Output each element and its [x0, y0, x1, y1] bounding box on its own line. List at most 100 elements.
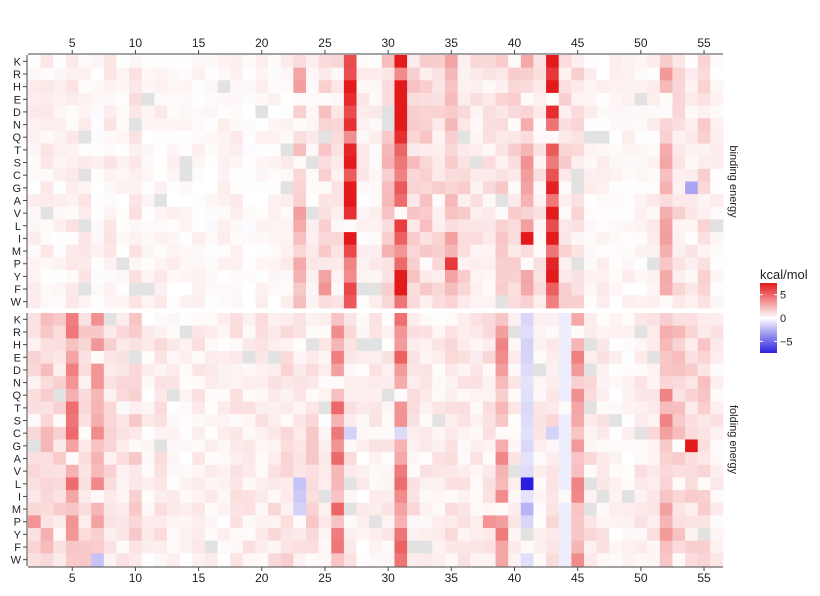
heatmap-cell [546, 295, 560, 309]
heatmap-cell [91, 553, 105, 567]
heatmap-cell [432, 181, 446, 195]
heatmap-cell [154, 92, 168, 106]
heatmap-cell [91, 67, 105, 81]
heatmap-cell [470, 92, 484, 106]
heatmap-cell [40, 156, 54, 170]
heatmap-cell [584, 55, 598, 69]
heatmap-cell [204, 477, 218, 491]
heatmap-cell [369, 477, 383, 491]
heatmap-cell [141, 414, 155, 428]
heatmap-cell [710, 67, 724, 81]
heatmap-cell [558, 452, 572, 466]
heatmap-cell [28, 363, 42, 377]
heatmap-cell [192, 257, 206, 271]
heatmap-cell [356, 540, 370, 554]
heatmap-cell [306, 464, 320, 478]
heatmap-cell [179, 515, 193, 529]
heatmap-cell [65, 515, 79, 529]
heatmap-cell [419, 426, 433, 440]
heatmap-cell [710, 156, 724, 170]
heatmap-cell [482, 168, 496, 182]
heatmap-cell [533, 553, 547, 567]
heatmap-cell [204, 490, 218, 504]
heatmap-cell [445, 388, 459, 402]
heatmap-cell [40, 325, 54, 339]
heatmap-cell [255, 528, 269, 542]
heatmap-cell [192, 168, 206, 182]
heatmap-cell [634, 363, 648, 377]
heatmap-cell [343, 206, 357, 220]
heatmap-cell [179, 80, 193, 94]
heatmap-cell [53, 232, 67, 246]
heatmap-cell [482, 282, 496, 296]
heatmap-cell [356, 350, 370, 364]
heatmap-cell [520, 143, 534, 157]
heatmap-cell [103, 313, 117, 327]
heatmap-cell [217, 143, 231, 157]
heatmap-cell [697, 219, 711, 233]
heatmap-cell [634, 130, 648, 144]
heatmap-cell [129, 130, 143, 144]
heatmap-cell [230, 477, 244, 491]
heatmap-cell [659, 553, 673, 567]
heatmap-cell [546, 338, 560, 352]
heatmap-cell [621, 244, 635, 258]
heatmap-cell [154, 206, 168, 220]
heatmap-cell [167, 528, 181, 542]
row-label: G [12, 183, 21, 195]
heatmap-cell [495, 206, 509, 220]
heatmap-cell [710, 181, 724, 195]
heatmap-cell [28, 350, 42, 364]
heatmap-cell [204, 55, 218, 69]
heatmap-cell [647, 92, 661, 106]
heatmap-cell [419, 282, 433, 296]
heatmap-cell [306, 232, 320, 246]
heatmap-cell [596, 401, 610, 415]
heatmap-cell [621, 206, 635, 220]
heatmap-cell [53, 426, 67, 440]
heatmap-cell [482, 80, 496, 94]
heatmap-cell [167, 553, 181, 567]
heatmap-cell [407, 67, 421, 81]
heatmap-cell [584, 350, 598, 364]
heatmap-cell [356, 118, 370, 132]
heatmap-cell [609, 338, 623, 352]
heatmap-cell [331, 414, 345, 428]
heatmap-cell [331, 295, 345, 309]
heatmap-cell [167, 244, 181, 258]
heatmap-cell [331, 350, 345, 364]
heatmap-cell [710, 325, 724, 339]
heatmap-cell [343, 282, 357, 296]
heatmap-cell [457, 515, 471, 529]
heatmap-cell [596, 181, 610, 195]
heatmap-cell [672, 219, 686, 233]
heatmap-cell [242, 168, 256, 182]
heatmap-cell [697, 295, 711, 309]
heatmap-cell [609, 244, 623, 258]
heatmap-cell [204, 452, 218, 466]
heatmap-cell [331, 80, 345, 94]
heatmap-cell [659, 490, 673, 504]
heatmap-cell [584, 338, 598, 352]
heatmap-cell [318, 206, 332, 220]
heatmap-cell [697, 338, 711, 352]
heatmap-cell [533, 244, 547, 258]
heatmap-cell [78, 232, 92, 246]
heatmap-cell [533, 313, 547, 327]
heatmap-cell [482, 105, 496, 119]
heatmap-cell [558, 426, 572, 440]
heatmap-cell [53, 219, 67, 233]
heatmap-cell [647, 426, 661, 440]
heatmap-cell [445, 540, 459, 554]
heatmap-cell [445, 325, 459, 339]
heatmap-cell [179, 244, 193, 258]
heatmap-cell [697, 490, 711, 504]
heatmap-cell [546, 363, 560, 377]
heatmap-cell [609, 502, 623, 516]
heatmap-cell [91, 80, 105, 94]
heatmap-cell [546, 143, 560, 157]
heatmap-cell [103, 143, 117, 157]
heatmap-cell [167, 515, 181, 529]
heatmap-cell [293, 553, 307, 567]
